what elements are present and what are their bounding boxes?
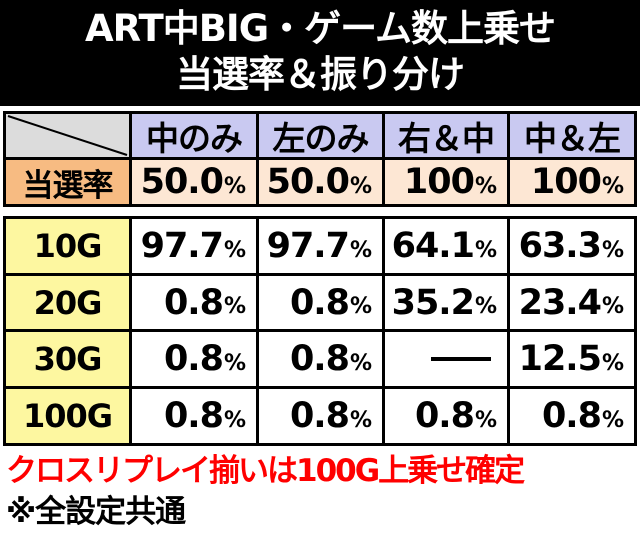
column-header-center-left: 中＆左 bbox=[510, 114, 634, 158]
title-banner: ART中BIG・ゲーム数上乗せ 当選率＆振り分け bbox=[0, 0, 640, 106]
diagonal-line bbox=[7, 115, 128, 156]
value-cell: 0.8% bbox=[259, 276, 382, 329]
value-cell: 0.8% bbox=[259, 389, 382, 443]
title-line-1: ART中BIG・ゲーム数上乗せ bbox=[85, 7, 556, 50]
value-cell: 0.8% bbox=[385, 389, 507, 443]
value-cell: 0.8% bbox=[132, 332, 256, 386]
value-cell: 0.8% bbox=[132, 276, 256, 329]
rate-cell: 50.0% bbox=[259, 160, 382, 204]
row-label-10g: 10G bbox=[6, 219, 129, 273]
dash-mark bbox=[431, 357, 491, 361]
value-cell: 97.7% bbox=[259, 219, 382, 273]
all-settings-note: ※全設定共通 bbox=[6, 494, 186, 530]
rate-cell: 100% bbox=[385, 160, 507, 204]
row-label-100g: 100G bbox=[6, 389, 129, 443]
value-cell: 0.8% bbox=[510, 389, 634, 443]
rate-row-label: 当選率 bbox=[6, 160, 129, 204]
distribution-table: 10G 97.7% 97.7% 64.1% 63.3% 20G 0.8% 0.8… bbox=[3, 216, 637, 446]
row-label-30g: 30G bbox=[6, 332, 129, 386]
corner-cell bbox=[6, 114, 129, 157]
column-header-center-only: 中のみ bbox=[132, 114, 256, 158]
column-header-right-center: 右＆中 bbox=[385, 114, 507, 158]
cross-replay-note: クロスリプレイ揃いは100G上乗せ確定 bbox=[6, 453, 525, 489]
title-line-2: 当選率＆振り分け bbox=[176, 53, 465, 96]
column-header-left-only: 左のみ bbox=[259, 114, 382, 158]
row-label-20g: 20G bbox=[6, 276, 129, 329]
rate-cell: 100% bbox=[510, 160, 634, 204]
value-cell: 0.8% bbox=[132, 389, 256, 443]
value-cell: 0.8% bbox=[259, 332, 382, 386]
value-cell: 63.3% bbox=[510, 219, 634, 273]
rate-cell: 50.0% bbox=[132, 160, 256, 204]
value-cell: 12.5% bbox=[510, 332, 634, 386]
value-cell: 64.1% bbox=[385, 219, 507, 273]
value-cell-empty bbox=[385, 332, 507, 386]
value-cell: 23.4% bbox=[510, 276, 634, 329]
value-cell: 35.2% bbox=[385, 276, 507, 329]
rate-table: 中のみ 左のみ 右＆中 中＆左 当選率 50.0% 50.0% 100% 100… bbox=[3, 111, 637, 207]
value-cell: 97.7% bbox=[132, 219, 256, 273]
